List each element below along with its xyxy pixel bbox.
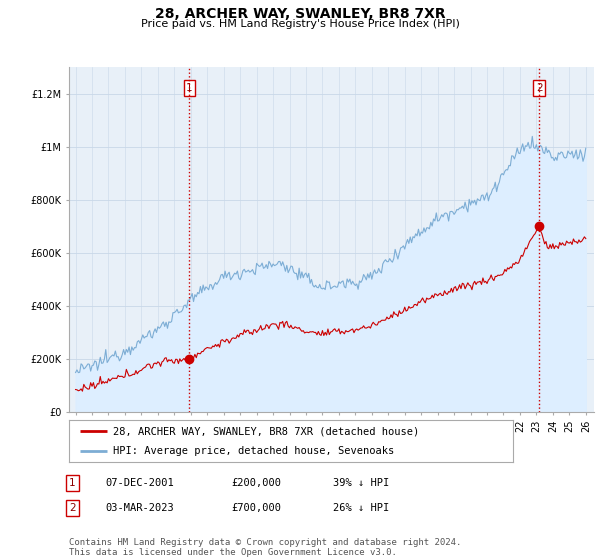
- Text: HPI: Average price, detached house, Sevenoaks: HPI: Average price, detached house, Seve…: [113, 446, 395, 456]
- Text: 39% ↓ HPI: 39% ↓ HPI: [333, 478, 389, 488]
- Text: 1: 1: [186, 83, 193, 93]
- Text: 07-DEC-2001: 07-DEC-2001: [105, 478, 174, 488]
- Text: Contains HM Land Registry data © Crown copyright and database right 2024.
This d: Contains HM Land Registry data © Crown c…: [69, 538, 461, 557]
- Text: 26% ↓ HPI: 26% ↓ HPI: [333, 503, 389, 513]
- Text: 28, ARCHER WAY, SWANLEY, BR8 7XR (detached house): 28, ARCHER WAY, SWANLEY, BR8 7XR (detach…: [113, 426, 419, 436]
- Text: Price paid vs. HM Land Registry's House Price Index (HPI): Price paid vs. HM Land Registry's House …: [140, 19, 460, 29]
- Text: £700,000: £700,000: [231, 503, 281, 513]
- Text: 1: 1: [69, 478, 76, 488]
- Text: 2: 2: [536, 83, 542, 93]
- Text: £200,000: £200,000: [231, 478, 281, 488]
- Text: 03-MAR-2023: 03-MAR-2023: [105, 503, 174, 513]
- Text: 2: 2: [69, 503, 76, 513]
- Text: 28, ARCHER WAY, SWANLEY, BR8 7XR: 28, ARCHER WAY, SWANLEY, BR8 7XR: [155, 7, 445, 21]
